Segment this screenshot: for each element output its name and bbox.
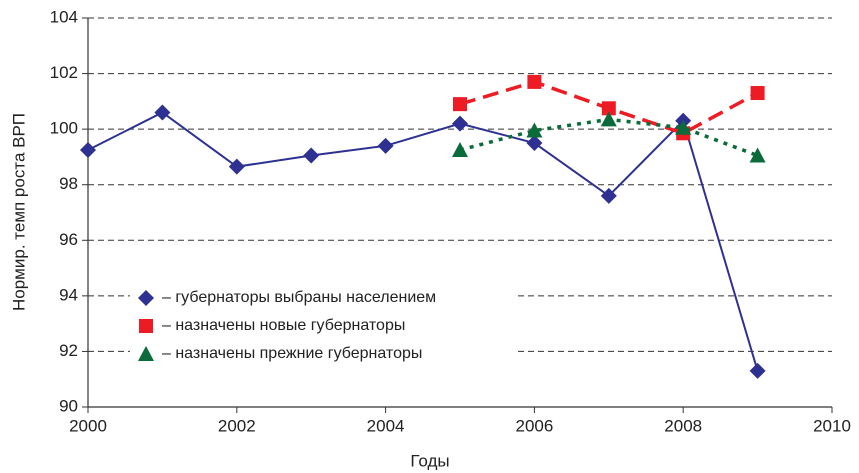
marker [526,122,543,138]
marker [749,362,766,379]
marker [600,111,617,127]
y-tick-label: 96 [59,230,78,249]
x-tick-label: 2004 [367,416,405,435]
legend: – губернаторы выбраны населением – назнач… [130,283,515,373]
legend-label: – назначены прежние губернаторы [162,345,422,362]
y-tick-label: 90 [59,396,78,415]
marker [527,74,542,89]
marker [750,86,765,101]
y-axis-label: Нормир. темп роста ВРП [9,113,28,311]
marker [228,158,245,175]
y-tick-label: 92 [59,341,78,360]
x-tick-label: 2010 [813,416,851,435]
marker [303,147,320,164]
legend-box [130,283,515,373]
y-tick-label: 104 [50,7,78,26]
x-tick-label: 2008 [664,416,702,435]
marker [80,141,96,158]
series-line [87,111,759,372]
marker [139,319,153,333]
x-tick-label: 2000 [69,416,107,435]
marker [154,104,171,121]
x-tick-label: 2006 [515,416,553,435]
y-tick-label: 94 [59,285,78,304]
marker [526,135,543,152]
y-tick-label: 98 [59,174,78,193]
legend-label: – назначены новые губернаторы [162,317,405,334]
marker [453,97,467,112]
x-axis-label: Годы [410,451,449,470]
marker [675,119,692,135]
marker [749,147,766,163]
x-tick-label: 2002 [218,416,256,435]
marker [138,346,154,361]
marker [452,115,468,132]
y-tick-label: 100 [50,119,78,138]
marker [600,187,617,204]
y-tick-label: 102 [50,63,78,82]
marker [452,141,468,157]
marker [601,101,616,116]
marker [377,137,394,154]
legend-label: – губернаторы выбраны населением [162,289,436,306]
marker [138,290,154,306]
